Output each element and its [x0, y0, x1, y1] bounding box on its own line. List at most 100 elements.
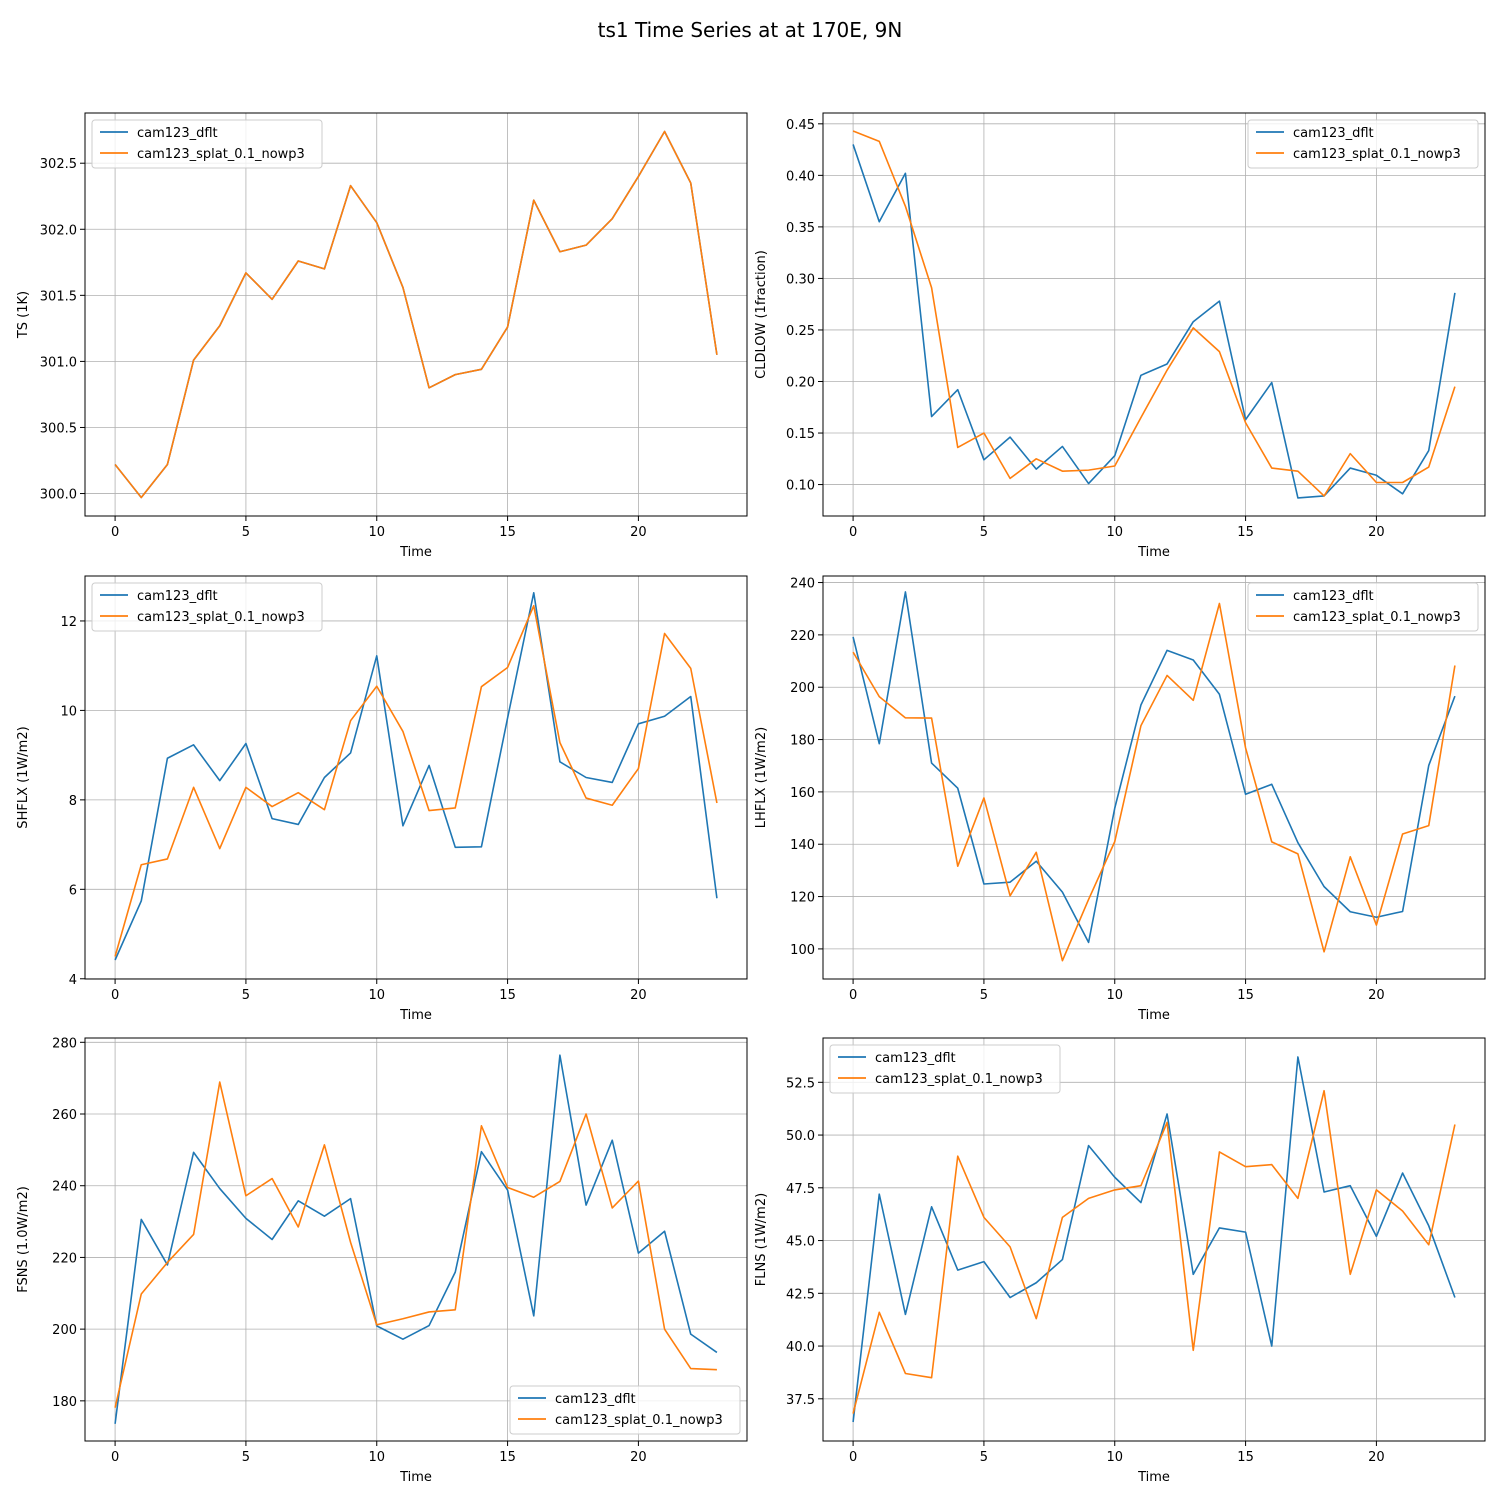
legend: cam123_dflt cam123_splat_0.1_nowp3	[1247, 119, 1479, 169]
y-tick-label: 0.35	[786, 221, 815, 236]
x-tick-label: 10	[1106, 1450, 1123, 1465]
y-tick-label: 100	[790, 943, 815, 958]
y-tick-label: 240	[790, 577, 815, 592]
legend-frame	[91, 582, 323, 632]
y-tick-label: 10	[60, 704, 77, 719]
x-tick-label: 10	[1106, 988, 1123, 1003]
x-tick-label: 0	[111, 525, 119, 540]
x-axis-label: Time	[399, 1008, 432, 1023]
y-tick-label: 140	[790, 838, 815, 853]
subplot-6: 0 5 10 15 20 37.5 40.0 42.5 45.0 47.5 50.0 52.5 Time…	[754, 1037, 1486, 1485]
axes-frame	[822, 1037, 1486, 1442]
y-tick-label: 300.0	[40, 488, 77, 503]
series-line-1	[852, 591, 1456, 944]
series-line-2	[114, 1081, 717, 1408]
x-axis-label: Time	[399, 1470, 432, 1485]
y-tick-label: 47.5	[786, 1182, 815, 1197]
legend-frame	[509, 1385, 741, 1435]
legend-entry: cam123_splat_0.1_nowp3	[555, 1413, 723, 1428]
y-tick-label: 280	[52, 1036, 77, 1051]
y-tick-label: 120	[790, 891, 815, 906]
y-tick-label: 0.25	[786, 324, 815, 339]
y-tick-label: 40.0	[786, 1340, 815, 1355]
x-tick-label: 15	[1237, 988, 1254, 1003]
y-tick-label: 0.45	[786, 118, 815, 133]
y-tick-label: 0.15	[786, 427, 815, 442]
y-tick-label: 200	[52, 1323, 77, 1338]
y-axis-label: CLDLOW (1fraction)	[754, 250, 769, 379]
y-tick-label: 240	[52, 1180, 77, 1195]
y-tick-label: 302.5	[40, 157, 77, 172]
y-tick-label: 260	[52, 1108, 77, 1123]
subplot-3: 0 5 10 15 20 4 6 8 10 12 Time SHFLX (1W/m2) cam123_d…	[16, 575, 748, 1023]
x-tick-label: 10	[368, 525, 385, 540]
subplot-4: 0 5 10 15 20 100 120 140 160 180 200 220 240 Time LHFL…	[754, 575, 1486, 1023]
x-tick-label: 15	[1237, 525, 1254, 540]
x-tick-label: 5	[242, 525, 250, 540]
y-tick-label: 45.0	[786, 1235, 815, 1250]
legend: cam123_dflt cam123_splat_0.1_nowp3	[509, 1385, 741, 1435]
series-line-1	[114, 591, 718, 961]
y-tick-label: 6	[69, 883, 77, 898]
x-tick-label: 5	[980, 1450, 988, 1465]
legend-frame	[829, 1044, 1061, 1094]
y-tick-label: 220	[52, 1251, 77, 1266]
legend-entry: cam123_splat_0.1_nowp3	[137, 147, 305, 162]
y-axis-label: TS (1K)	[16, 291, 31, 339]
y-tick-label: 50.0	[786, 1129, 815, 1144]
y-axis-label: FSNS (1.0W/m2)	[16, 1186, 31, 1293]
legend-entry: cam123_dflt	[137, 589, 218, 604]
figure-title: ts1 Time Series at at 170E, 9N	[598, 18, 903, 42]
legend: cam123_dflt cam123_splat_0.1_nowp3	[91, 582, 323, 632]
x-tick-label: 0	[849, 525, 857, 540]
y-tick-label: 180	[52, 1395, 77, 1410]
y-tick-label: 180	[790, 734, 815, 749]
subplot-2: 0 5 10 15 20 0.10 0.15 0.20 0.25 0.30 0.35 0.40 0.45…	[754, 112, 1486, 560]
x-tick-label: 10	[368, 988, 385, 1003]
x-tick-label: 5	[980, 525, 988, 540]
x-axis-label: Time	[1137, 1470, 1170, 1485]
y-axis-label: LHFLX (1W/m2)	[754, 727, 769, 828]
y-tick-label: 52.5	[786, 1076, 815, 1091]
y-axis-label: SHFLX (1W/m2)	[16, 726, 31, 828]
x-tick-label: 5	[242, 1450, 250, 1465]
x-tick-label: 0	[111, 1450, 119, 1465]
legend-frame	[91, 119, 323, 169]
y-tick-label: 0.10	[786, 479, 815, 494]
legend-entry: cam123_splat_0.1_nowp3	[137, 610, 305, 625]
x-tick-label: 15	[499, 988, 516, 1003]
x-tick-label: 20	[630, 1450, 647, 1465]
axes-frame	[822, 575, 1486, 980]
subplot-1: 0 5 10 15 20 300.0 300.5 301.0 301.5 302.0 302.5 Ti…	[16, 112, 748, 560]
y-tick-label: 301.5	[40, 289, 77, 304]
y-tick-label: 301.0	[40, 355, 77, 370]
x-tick-label: 20	[1368, 1450, 1385, 1465]
x-tick-label: 20	[1368, 988, 1385, 1003]
legend-frame	[1247, 582, 1479, 632]
y-tick-label: 302.0	[40, 223, 77, 238]
series-line-1	[852, 1056, 1456, 1423]
legend-frame	[1247, 119, 1479, 169]
legend: cam123_dflt cam123_splat_0.1_nowp3	[91, 119, 323, 169]
series-line-2	[114, 604, 718, 957]
y-tick-label: 37.5	[786, 1393, 815, 1408]
axes-frame	[822, 112, 1486, 517]
axes-frame	[84, 112, 748, 517]
legend-entry: cam123_dflt	[1293, 126, 1374, 141]
series-line-2	[852, 130, 1456, 497]
x-tick-label: 10	[1106, 525, 1123, 540]
x-tick-label: 5	[980, 988, 988, 1003]
series-line-2	[852, 602, 1456, 962]
legend-entry: cam123_dflt	[875, 1051, 956, 1066]
x-axis-label: Time	[1137, 1008, 1170, 1023]
y-tick-label: 300.5	[40, 421, 77, 436]
series-line-2	[114, 130, 718, 499]
series-line-1	[852, 144, 1456, 499]
axes-frame	[84, 1037, 748, 1442]
x-tick-label: 20	[1368, 525, 1385, 540]
y-tick-label: 4	[69, 973, 77, 988]
y-tick-label: 0.40	[786, 169, 815, 184]
y-tick-label: 160	[790, 786, 815, 801]
series-line-2	[852, 1089, 1456, 1414]
